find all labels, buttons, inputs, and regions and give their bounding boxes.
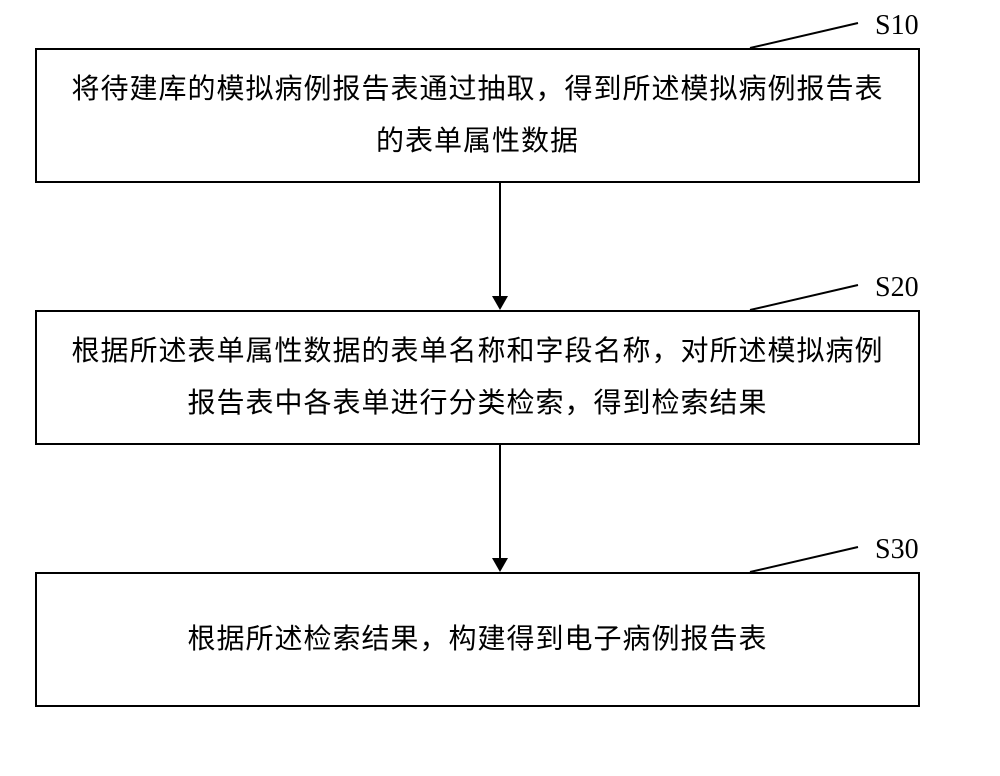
arrow-head-1-2 xyxy=(492,296,508,310)
arrow-line-2-3 xyxy=(499,445,501,558)
callout-line-s20 xyxy=(750,284,860,312)
node-s20-text: 根据所述表单属性数据的表单名称和字段名称，对所述模拟病例报告表中各表单进行分类检… xyxy=(61,326,894,430)
step-label-s10: S10 xyxy=(875,10,919,42)
arrow-line-1-2 xyxy=(499,183,501,296)
step-label-s30: S30 xyxy=(875,534,919,566)
node-s30-text: 根据所述检索结果，构建得到电子病例报告表 xyxy=(187,614,767,666)
callout-line-s30 xyxy=(750,546,860,574)
flowchart-node-s30: 根据所述检索结果，构建得到电子病例报告表 xyxy=(35,572,920,707)
step-label-s20: S20 xyxy=(875,272,919,304)
arrow-head-2-3 xyxy=(492,558,508,572)
callout-line-s10 xyxy=(750,22,860,50)
flowchart-node-s10: 将待建库的模拟病例报告表通过抽取，得到所述模拟病例报告表的表单属性数据 xyxy=(35,48,920,183)
flowchart-node-s20: 根据所述表单属性数据的表单名称和字段名称，对所述模拟病例报告表中各表单进行分类检… xyxy=(35,310,920,445)
flowchart-container: 将待建库的模拟病例报告表通过抽取，得到所述模拟病例报告表的表单属性数据 S10 … xyxy=(0,0,1000,776)
node-s10-text: 将待建库的模拟病例报告表通过抽取，得到所述模拟病例报告表的表单属性数据 xyxy=(61,64,894,168)
